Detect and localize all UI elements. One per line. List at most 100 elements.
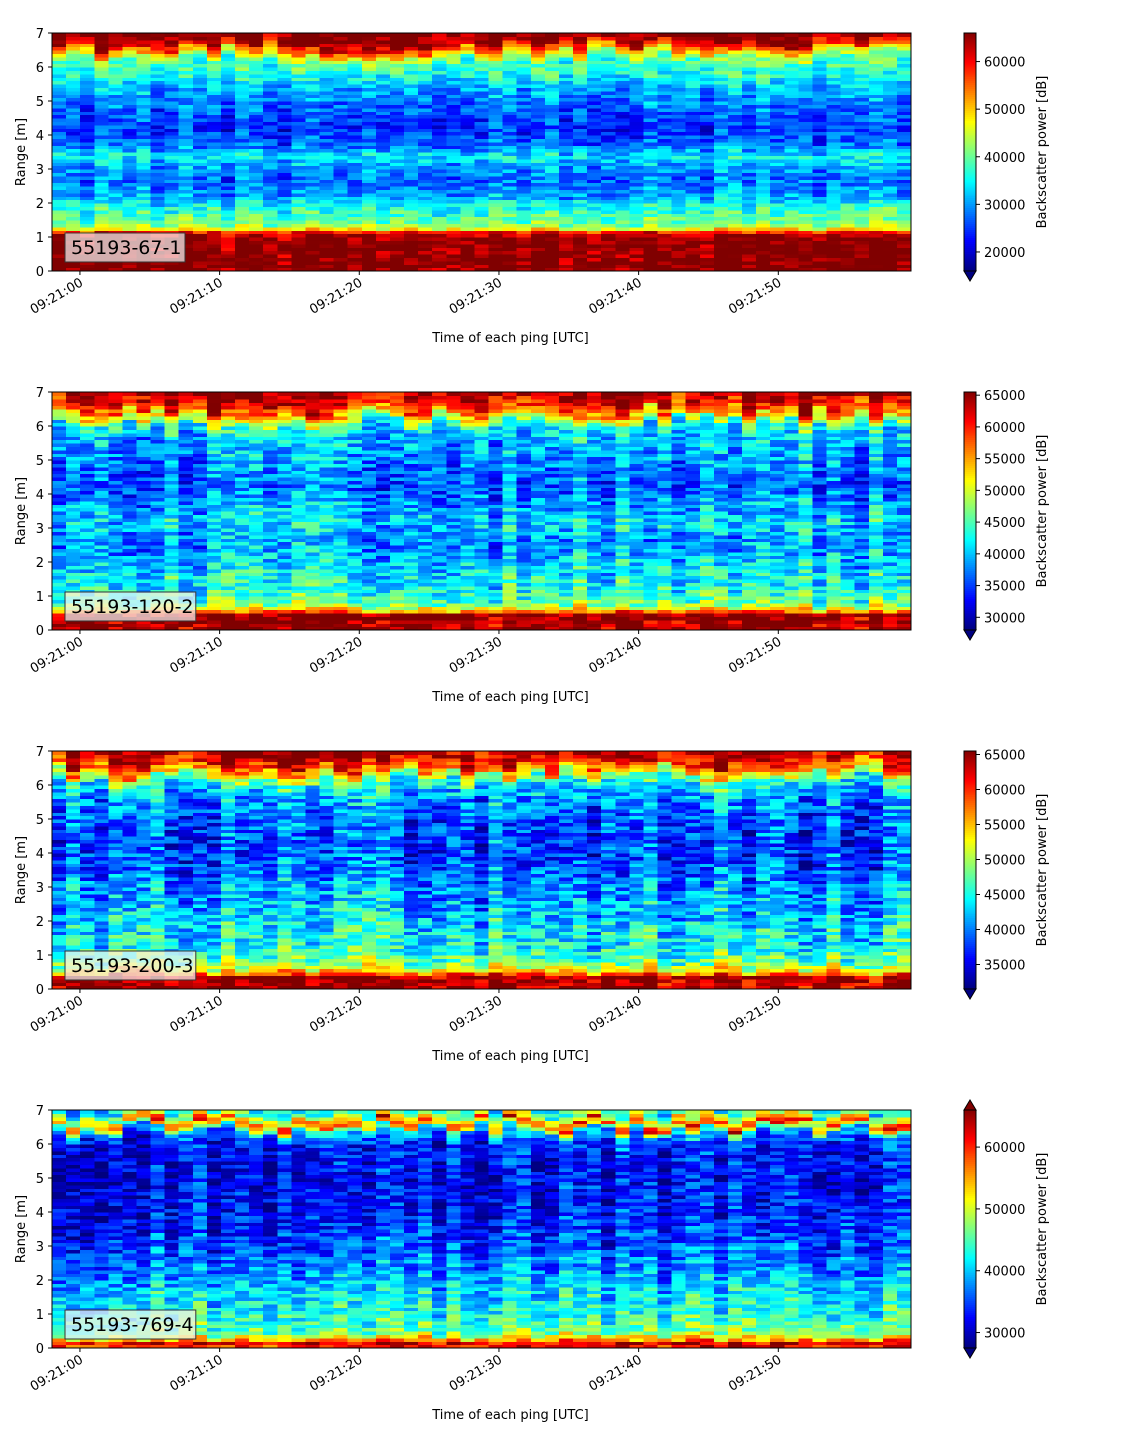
y-tick-label: 1 (36, 231, 44, 246)
colorbar-segment (964, 419, 976, 423)
colorbar-segment (964, 471, 976, 474)
colorbar-segment (964, 983, 976, 986)
colorbar-segment (964, 126, 976, 129)
colorbar-segment (964, 889, 976, 893)
colorbar-segment (964, 828, 976, 831)
y-tick-label: 5 (36, 454, 44, 469)
colorbar-segment (964, 1252, 976, 1256)
colorbar-segment (964, 1207, 976, 1210)
colorbar-segment (964, 40, 976, 44)
colorbar-segment (964, 772, 976, 776)
colorbar-segment (964, 1209, 976, 1212)
colorbar-segment (964, 46, 976, 50)
y-tick-label: 0 (36, 265, 44, 280)
sample-tag-box (64, 232, 186, 263)
colorbar-segment (964, 1187, 976, 1190)
axes-frame (51, 750, 912, 990)
x-tick-label: 09:21:10 (168, 275, 226, 317)
colorbar-segment (964, 193, 976, 197)
y-axis-label: Range [m] (14, 477, 29, 545)
colorbar-segment (964, 487, 976, 490)
colorbar-segment (964, 106, 976, 109)
colorbar-segment (964, 401, 976, 405)
colorbar-extend-min (963, 270, 977, 282)
colorbar-segment (964, 108, 976, 111)
colorbar-segment (964, 542, 976, 546)
colorbar-segment (964, 804, 976, 808)
colorbar-segment (964, 393, 976, 397)
colorbar-segment (964, 235, 976, 238)
colorbar-tick-label: 20000 (984, 246, 1025, 261)
colorbar-segment (964, 509, 976, 512)
colorbar-segment (964, 243, 976, 246)
colorbar-segment (964, 1199, 976, 1202)
y-tick-label: 3 (36, 881, 44, 896)
colorbar-segment (964, 451, 976, 455)
colorbar-segment (964, 770, 976, 774)
colorbar-segment (964, 132, 976, 135)
colorbar-segment (964, 231, 976, 234)
colorbar-segment (964, 197, 976, 201)
colorbar-segment (964, 392, 976, 395)
colorbar-segment (964, 586, 976, 589)
colorbar-segment (964, 877, 976, 881)
x-tick-label: 09:21:00 (28, 634, 86, 676)
colorbar-segment (964, 38, 976, 42)
colorbar-segment (964, 1139, 976, 1143)
colorbar-segment (964, 945, 976, 948)
colorbar-segment (964, 588, 976, 591)
colorbar-segment (964, 574, 976, 578)
x-tick-label: 09:21:10 (168, 1352, 226, 1394)
y-tick-label: 0 (36, 983, 44, 998)
colorbar-segment (964, 245, 976, 248)
colorbar-segment (964, 66, 976, 70)
colorbar-segment (964, 1278, 976, 1282)
colorbar-segment (964, 459, 976, 463)
colorbar-segment (964, 564, 976, 568)
colorbar-segment (964, 1117, 976, 1121)
colorbar-segment (964, 54, 976, 58)
colorbar-segment (964, 1119, 976, 1123)
colorbar-segment (964, 947, 976, 950)
colorbar-segment (964, 1244, 976, 1248)
colorbar-label: Backscatter power [dB] (1035, 76, 1050, 229)
colorbar-segment (964, 534, 976, 538)
colorbar-segment (964, 96, 976, 100)
colorbar-segment (964, 854, 976, 857)
colorbar-segment (964, 1227, 976, 1230)
colorbar-segment (964, 1195, 976, 1198)
colorbar-segment (964, 826, 976, 829)
colorbar-segment (964, 1121, 976, 1125)
colorbar-segment (964, 776, 976, 780)
colorbar-segment (964, 399, 976, 403)
colorbar-segment (964, 1238, 976, 1242)
colorbar-segment (964, 762, 976, 766)
colorbar-segment (964, 806, 976, 810)
colorbar-segment (964, 144, 976, 147)
colorbar-segment (964, 764, 976, 768)
colorbar-segment (964, 495, 976, 498)
colorbar-segment (964, 913, 976, 917)
colorbar-segment (964, 203, 976, 207)
colorbar-segment (964, 590, 976, 593)
colorbar-tick-label: 35000 (984, 959, 1025, 974)
x-tick-label: 09:21:30 (447, 1352, 505, 1394)
colorbar-segment (964, 981, 976, 984)
colorbar-segment (964, 435, 976, 439)
colorbar-segment (964, 1205, 976, 1208)
colorbar-segment (964, 213, 976, 217)
colorbar-segment (964, 604, 976, 607)
colorbar-segment (964, 114, 976, 117)
colorbar-segment (964, 1171, 976, 1175)
sample-tag: 55193-120-2 (71, 596, 194, 618)
colorbar-segment (964, 167, 976, 171)
x-tick-label: 09:21:30 (447, 993, 505, 1035)
colorbar-segment (964, 1318, 976, 1321)
colorbar-segment (964, 929, 976, 933)
sample-tag-box (64, 950, 197, 981)
colorbar-segment (964, 199, 976, 203)
colorbar-segment (964, 1336, 976, 1339)
colorbar-segment (964, 112, 976, 115)
colorbar-segment (964, 909, 976, 913)
